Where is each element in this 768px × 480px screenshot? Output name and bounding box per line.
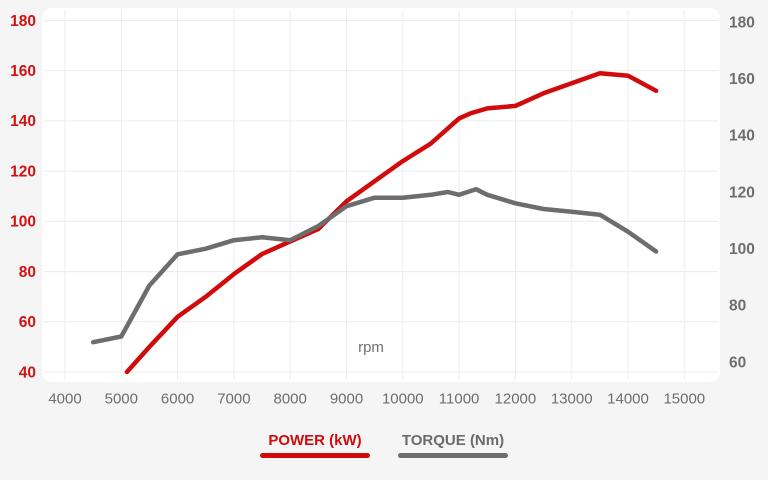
x-axis-tick-label: 10000: [382, 391, 424, 408]
series-lines: [90, 70, 659, 375]
right-axis-tick-label: 120: [729, 184, 755, 201]
x-axis-tick-label: 14000: [607, 391, 649, 408]
legend-item-power[interactable]: POWER (kW): [259, 432, 371, 458]
right-axis-tick-label: 60: [729, 354, 746, 371]
legend: POWER (kW) TORQUE (Nm): [0, 432, 768, 458]
plot-panel: [42, 8, 720, 382]
x-axis-tick-label: 13000: [551, 391, 593, 408]
legend-label: TORQUE (Nm): [401, 432, 505, 449]
x-axis-tick-label: 15000: [663, 391, 705, 408]
x-axis-tick-label: 9000: [330, 391, 363, 408]
legend-swatch-bar: [260, 453, 370, 458]
legend-swatch-bar: [398, 453, 508, 458]
left-axis-tick-label: 140: [10, 113, 36, 130]
right-axis-tick-label: 80: [729, 298, 746, 315]
torque-curve: [90, 186, 659, 345]
legend-label: POWER (kW): [268, 432, 362, 449]
x-axis-tick-label: 4000: [48, 391, 81, 408]
x-axis-tick-label: 8000: [274, 391, 307, 408]
x-axis-tick-label: 6000: [161, 391, 194, 408]
left-axis-tick-label: 60: [19, 314, 36, 331]
x-axis-tick-label: 12000: [495, 391, 537, 408]
left-axis-tick-label: 100: [10, 214, 36, 231]
x-axis-tick-label: 5000: [105, 391, 138, 408]
x-axis-label: rpm: [358, 339, 384, 356]
right-axis-tick-label: 160: [729, 71, 755, 88]
left-axis-tick-label: 180: [10, 13, 36, 30]
gridlines: [44, 10, 718, 380]
x-axis-tick-labels: 4000 5000 6000 7000 8000 9000 10000 11000 12000 1…: [48, 391, 705, 408]
x-axis-tick-label: 11000: [439, 391, 480, 408]
legend-item-torque[interactable]: TORQUE (Nm): [397, 432, 509, 458]
left-axis-tick-label: 160: [10, 63, 36, 80]
right-axis-tick-label: 100: [729, 241, 755, 258]
left-axis-tick-labels: 40 60 80 100 120 140 160 180: [10, 13, 36, 381]
right-axis-tick-labels: 60 80 100 120 140 160 180: [729, 14, 755, 371]
left-axis-tick-label: 120: [10, 163, 36, 180]
right-axis-tick-label: 180: [729, 14, 755, 31]
x-axis-tick-label: 7000: [217, 391, 250, 408]
right-axis-tick-label: 140: [729, 128, 755, 145]
power-curve: [124, 70, 659, 375]
left-axis-tick-label: 40: [19, 364, 36, 381]
left-axis-tick-label: 80: [19, 264, 36, 281]
